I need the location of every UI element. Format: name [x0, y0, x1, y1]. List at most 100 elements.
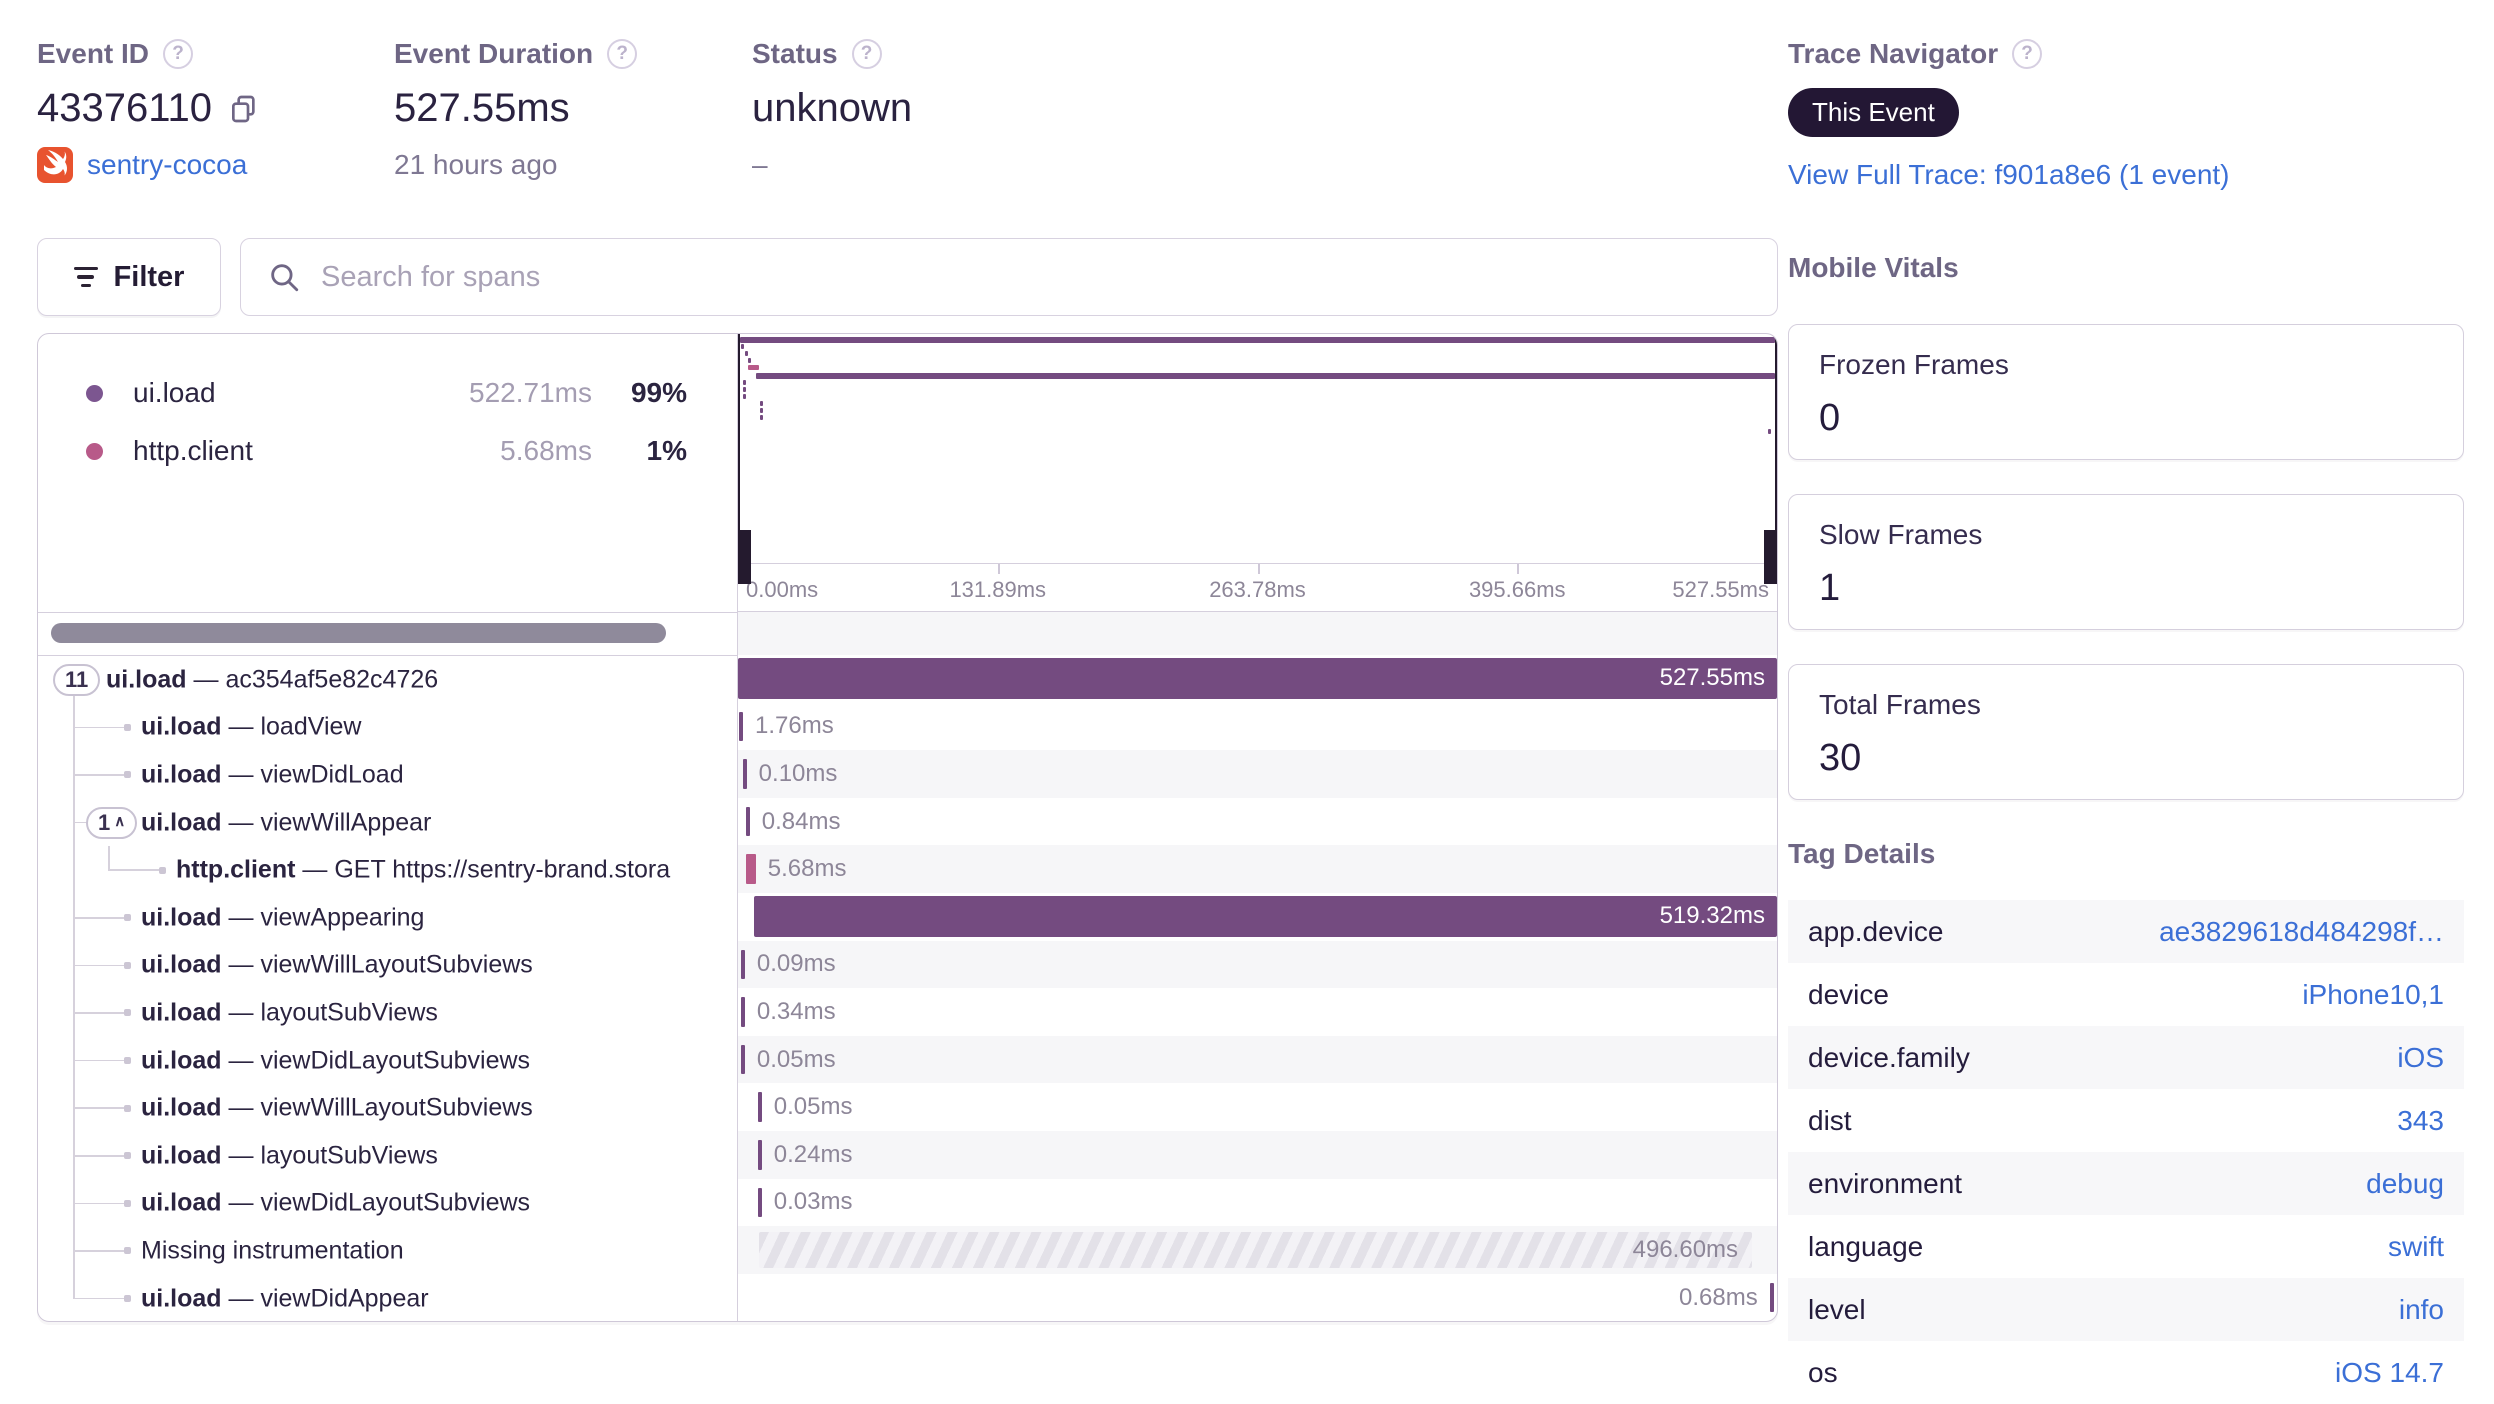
tree-row[interactable]: ui.load — viewDidLayoutSubviews	[38, 1180, 737, 1228]
tag-value-link[interactable]: swift	[2388, 1230, 2444, 1262]
axis-tick-label: 0.00ms	[746, 577, 819, 602]
tree-row[interactable]: ui.load — viewDidLoad	[38, 751, 737, 799]
search-icon	[271, 264, 299, 292]
span-label: ui.load — viewWillLayoutSubviews	[141, 1093, 533, 1122]
tag-key: environment	[1808, 1167, 1963, 1199]
tree-row[interactable]: ui.load — viewDidLayoutSubviews	[38, 1037, 737, 1085]
search-input[interactable]	[319, 259, 1777, 295]
tag-value-link[interactable]: 343	[2397, 1104, 2444, 1136]
tree-node-dot	[124, 1009, 131, 1017]
tag-value-link[interactable]: info	[2398, 1293, 2444, 1325]
tree-row[interactable]: ui.load — layoutSubViews	[38, 1132, 737, 1180]
span-duration-bar: 527.55ms	[738, 658, 1777, 699]
legend-percentage: 1%	[646, 435, 687, 466]
tree-connector-stub	[73, 774, 126, 776]
trace-minimap[interactable]	[738, 334, 1777, 563]
legend-op-label: ui.load	[133, 377, 216, 408]
span-bar-row[interactable]: 0.10ms	[738, 750, 1777, 798]
span-label: ui.load — layoutSubViews	[141, 998, 438, 1027]
tag-row-device.family: device.family iOS	[1788, 1026, 2464, 1089]
span-bar-row[interactable]: 0.09ms	[738, 940, 1777, 989]
vital-label: Slow Frames	[1819, 519, 1983, 550]
span-label: http.client — GET https://sentry-brand.s…	[176, 855, 671, 884]
tree-connector-stub	[73, 1107, 126, 1109]
span-bar-row[interactable]: 0.68ms	[738, 1274, 1777, 1321]
operations-legend: ui.load 522.71ms 99% http.client 5.68ms 1%	[38, 334, 737, 613]
span-bar-row[interactable]: 0.34ms	[738, 988, 1777, 1036]
view-full-trace-link[interactable]: View Full Trace: f901a8e6 (1 event)	[1788, 159, 2230, 190]
vital-card-total-frames: Total Frames 30	[1788, 664, 2464, 800]
horizontal-scrollbar	[38, 613, 737, 656]
tag-row-os: os iOS 14.7	[1788, 1341, 2464, 1404]
missing-instrumentation-bar: 496.60ms	[758, 1232, 1753, 1268]
minimap-span-mark	[759, 400, 763, 406]
span-bar-row[interactable]: 0.03ms	[738, 1179, 1777, 1227]
minimap-left-handle[interactable]	[738, 530, 751, 584]
tree-node-dot	[124, 1295, 131, 1303]
span-duration-tick	[1769, 1282, 1774, 1313]
collapse-children-pill[interactable]: 1 ∧	[86, 806, 138, 839]
tree-row[interactable]: ui.load — viewDidAppear	[38, 1275, 737, 1321]
minimap-span-mark	[742, 379, 746, 385]
help-icon[interactable]: ?	[163, 39, 194, 69]
copy-icon[interactable]	[228, 93, 260, 125]
span-duration-label: 519.32ms	[1659, 902, 1765, 930]
legend-duration: 522.71ms	[469, 377, 592, 408]
span-duration-tick	[739, 711, 744, 742]
tag-value-link[interactable]: ae3829618d484298f…	[2159, 915, 2444, 947]
tree-row[interactable]: ui.load — loadView	[38, 704, 737, 752]
span-bar-row[interactable]: 527.55ms	[738, 655, 1777, 703]
tree-row[interactable]: http.client — GET https://sentry-brand.s…	[38, 846, 737, 894]
span-bar-row[interactable]: 5.68ms	[738, 845, 1777, 893]
minimap-right-handle[interactable]	[1764, 530, 1777, 584]
span-tree-column: ui.load 522.71ms 99% http.client 5.68ms 1% 11…	[38, 334, 738, 1321]
axis-tick-label: 527.55ms	[1672, 577, 1769, 602]
tree-row[interactable]: ui.load — viewWillLayoutSubviews	[38, 942, 737, 990]
span-label: ui.load — loadView	[141, 712, 362, 741]
filter-button[interactable]: Filter	[37, 238, 221, 316]
vital-value: 0	[1819, 397, 1841, 439]
span-waterfall-panel: ui.load 522.71ms 99% http.client 5.68ms 1% 11…	[37, 333, 1778, 1322]
tree-node-dot	[124, 1199, 131, 1207]
tag-row-language: language swift	[1788, 1215, 2464, 1278]
span-duration-tick	[757, 1187, 762, 1218]
span-bar-row[interactable]: 0.05ms	[738, 1035, 1777, 1084]
span-duration-label: 0.05ms	[773, 1093, 853, 1121]
time-axis: 0.00ms 131.89ms 263.78ms 395.66ms 527.55ms	[738, 563, 1777, 612]
tag-value-link[interactable]: debug	[2366, 1167, 2444, 1199]
help-icon[interactable]: ?	[607, 39, 638, 69]
span-bar-row[interactable]: 1.76ms	[738, 703, 1777, 751]
tag-value-link[interactable]: iOS 14.7	[2335, 1356, 2444, 1388]
tag-key: app.device	[1808, 915, 1944, 947]
axis-tick-label: 131.89ms	[949, 577, 1047, 602]
help-icon[interactable]: ?	[2012, 39, 2043, 69]
span-bar-row[interactable]: 0.24ms	[738, 1131, 1777, 1179]
tree-row[interactable]: ui.load — layoutSubViews	[38, 989, 737, 1037]
tag-key: device	[1808, 978, 1889, 1010]
tree-row[interactable]: 1 ∧ ui.load — viewWillAppear	[38, 799, 737, 847]
tag-value-link[interactable]: iPhone10,1	[2302, 978, 2444, 1010]
tag-row-level: level info	[1788, 1278, 2464, 1341]
this-event-badge: This Event	[1788, 88, 1959, 137]
span-bar-row[interactable]: 0.05ms	[738, 1083, 1777, 1131]
help-icon[interactable]: ?	[851, 39, 882, 69]
tag-row-device: device iPhone10,1	[1788, 963, 2464, 1026]
minimap-span-mark	[742, 386, 746, 392]
tree-node-dot	[124, 1152, 131, 1160]
child-count-pill[interactable]: 11	[53, 663, 101, 696]
project-link[interactable]: sentry-cocoa	[87, 149, 248, 180]
tree-row[interactable]: ui.load — viewAppearing	[38, 894, 737, 942]
span-bar-row[interactable]: 496.60ms	[738, 1226, 1777, 1274]
axis-tick-label: 263.78ms	[1209, 577, 1306, 602]
tag-row-environment: environment debug	[1788, 1152, 2464, 1215]
scrollbar-thumb[interactable]	[51, 623, 666, 643]
span-bar-row[interactable]: 519.32ms	[738, 893, 1777, 941]
tree-row[interactable]: ui.load — viewWillLayoutSubviews	[38, 1084, 737, 1132]
span-duration-label: 527.55ms	[1659, 664, 1765, 692]
tree-row[interactable]: Missing instrumentation	[38, 1227, 737, 1275]
event-age: 21 hours ago	[394, 149, 558, 180]
tree-connector-stub	[73, 1012, 126, 1014]
span-bar-row[interactable]: 0.84ms	[738, 798, 1777, 846]
tag-value-link[interactable]: iOS	[2397, 1041, 2444, 1073]
tree-row[interactable]: 11 ui.load — ac354af5e82c4726	[38, 656, 737, 704]
